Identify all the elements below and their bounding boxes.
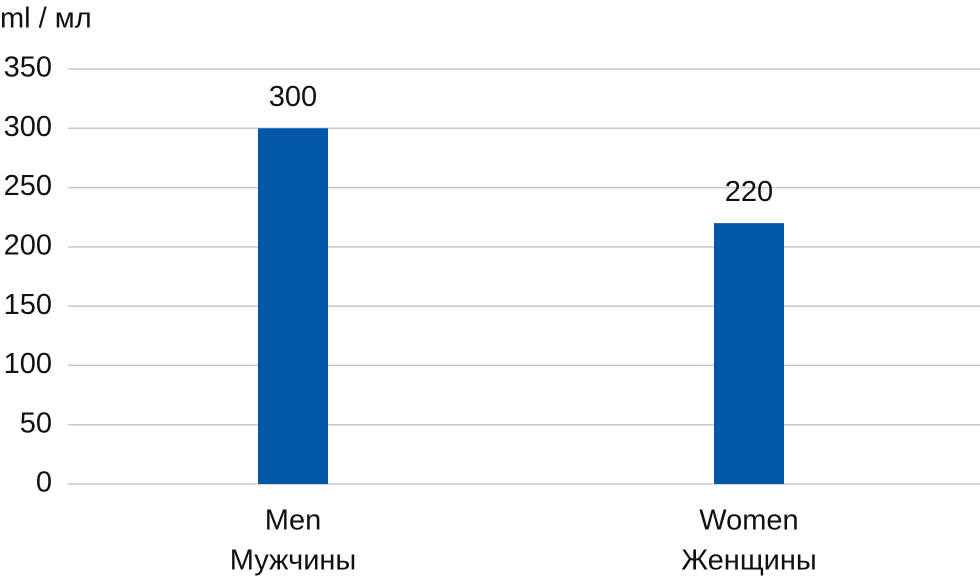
x-tick-label: Женщины xyxy=(681,545,816,577)
bar xyxy=(714,223,784,484)
y-tick-label: 300 xyxy=(4,111,52,143)
x-tick-label: Men xyxy=(265,505,321,537)
y-tick-label: 0 xyxy=(36,467,52,499)
y-tick-label: 200 xyxy=(4,230,52,262)
y-axis-label: ml / мл xyxy=(0,3,92,35)
y-tick-label: 250 xyxy=(4,170,52,202)
y-tick-label: 150 xyxy=(4,289,52,321)
data-label: 300 xyxy=(269,81,317,113)
x-tick-label: Мужчины xyxy=(230,545,357,577)
x-tick-label: Women xyxy=(699,505,798,537)
bar xyxy=(258,128,328,485)
y-tick-label: 50 xyxy=(20,407,52,439)
y-tick-label: 350 xyxy=(4,52,52,84)
y-tick-label: 100 xyxy=(4,348,52,380)
data-label: 220 xyxy=(725,176,773,208)
